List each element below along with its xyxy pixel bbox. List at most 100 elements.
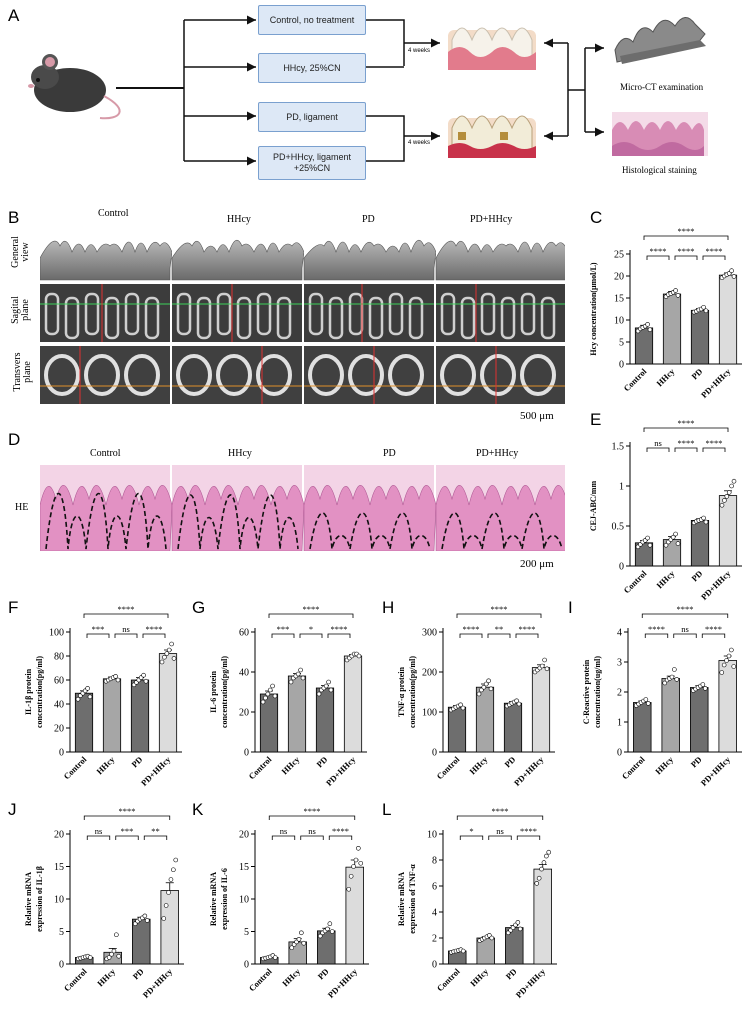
x-tick-label: Control (621, 366, 648, 393)
chart-j: 0 5 10 15 20 Relative mRNA expression of IL-1β… (24, 806, 184, 1000)
data-point (481, 684, 487, 690)
significance-bracket (142, 633, 166, 638)
y-tick-label: 15 (239, 862, 249, 873)
data-point (272, 955, 278, 960)
significance-bracket (643, 235, 729, 240)
data-point (115, 677, 121, 683)
d-col-pd: PD (383, 448, 396, 459)
bar-2 (690, 687, 709, 753)
microct-sagittal-root (64, 296, 80, 340)
microct-transverse-tooth (216, 354, 252, 396)
x-tick-label: PD (689, 568, 704, 583)
data-point (729, 483, 734, 489)
b-col-control: Control (98, 208, 129, 219)
significance-label: ns (496, 826, 504, 836)
y-tick-label: 0 (617, 748, 622, 759)
data-point (326, 679, 331, 685)
bar-3 (343, 655, 363, 753)
schematic-lines (28, 15, 708, 166)
data-point (163, 903, 169, 908)
microct-sagittal-root (520, 292, 536, 336)
y-axis-label: TNF-α protein (397, 667, 406, 717)
x-tick-label: HHcy (94, 754, 117, 777)
data-point (541, 860, 547, 865)
data-point (721, 662, 727, 668)
microct-sagittal-root (408, 296, 424, 340)
data-point (162, 654, 167, 660)
significance-label: **** (304, 806, 321, 816)
data-point (516, 701, 522, 707)
data-point (645, 535, 650, 541)
data-point (348, 873, 354, 879)
x-tick-label: Control (247, 966, 274, 993)
data-point (663, 542, 669, 548)
significance-bracket (83, 815, 171, 820)
microct-transverse-tooth (44, 354, 80, 396)
y-axis-label: Relative mRNA (24, 872, 33, 926)
significance-label: **** (678, 226, 695, 236)
significance-bracket (515, 633, 539, 638)
significance-label: **** (492, 806, 509, 816)
bar-3 (531, 667, 551, 753)
data-point (662, 680, 668, 686)
data-point (356, 845, 361, 851)
duration-label-top: 4 weeks (408, 48, 431, 54)
x-tick-label: PD (316, 966, 331, 981)
data-point (483, 681, 489, 687)
data-point (317, 933, 323, 939)
significance-label: ns (122, 624, 130, 634)
panel-label-e: E (590, 410, 602, 429)
bar-0 (634, 327, 654, 365)
data-point (731, 478, 737, 484)
x-tick-label: HHcy (279, 754, 302, 777)
microct-sagittal-root (388, 292, 404, 336)
significance-label: ** (495, 624, 504, 634)
panel-label-j: J (8, 800, 17, 819)
microct-transverse-tooth (308, 354, 344, 396)
microct-sagittal (436, 284, 565, 342)
b-col-pd-hhcy: PD+HHcy (470, 214, 513, 225)
b-scale-bar-label: 500 μm (520, 410, 554, 422)
b-col-pd: PD (362, 214, 375, 225)
d-col-pd-hhcy: PD+HHcy (476, 448, 519, 459)
data-point (544, 666, 550, 672)
y-tick-label: 2 (617, 688, 622, 699)
y-tick-label: 1 (619, 482, 624, 493)
y-tick-label: 2 (432, 934, 437, 945)
significance-bracket (487, 633, 511, 638)
microct-sagittal-root (308, 292, 324, 336)
data-point (316, 691, 322, 697)
bar-3 (345, 866, 364, 965)
data-point (141, 672, 146, 678)
microct-transverse-tooth (176, 354, 212, 396)
he-tissue (303, 485, 437, 551)
data-point (260, 699, 266, 705)
he-tissue (40, 485, 173, 551)
y-tick-label: 0 (244, 960, 249, 971)
data-point (144, 918, 150, 923)
data-point (726, 653, 732, 659)
data-point (546, 849, 552, 855)
bar-3 (158, 653, 178, 753)
microct-transverse-tooth (256, 354, 292, 396)
x-tick-label: HHcy (467, 754, 490, 777)
significance-label: **** (303, 604, 320, 614)
panel-label-b: B (8, 208, 20, 227)
data-point (169, 641, 174, 647)
y-tick-label: 100 (422, 708, 437, 719)
significance-bracket (488, 835, 512, 840)
y-tick-label: 15 (614, 294, 624, 305)
microct-sagittal-root (236, 296, 252, 340)
data-point (159, 659, 165, 665)
significance-label: ns (681, 624, 689, 634)
microct-transverse-tooth (480, 354, 516, 396)
y-axis-label: IL-1β protein (24, 668, 33, 715)
data-point (267, 687, 273, 693)
data-point (701, 515, 706, 521)
significance-label: ns (654, 438, 662, 448)
panel-label-g: G (192, 598, 206, 617)
significance-label: * (469, 826, 473, 836)
y-axis-label: expression of TNF-α (408, 864, 417, 934)
microct-sagittal-root (144, 296, 160, 340)
microct-transverse-tooth (348, 354, 384, 396)
